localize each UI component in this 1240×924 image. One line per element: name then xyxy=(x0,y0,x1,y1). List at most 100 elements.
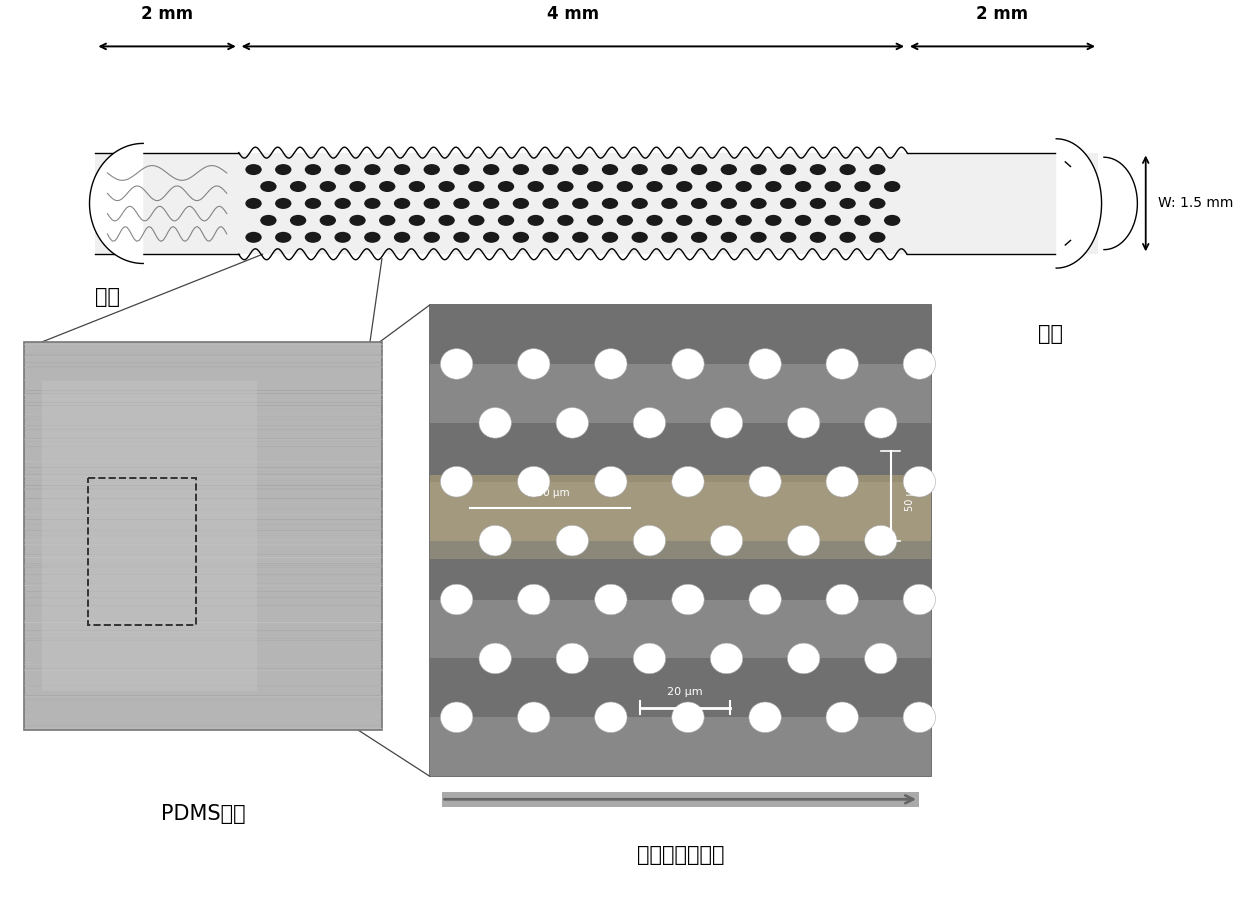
Ellipse shape xyxy=(379,181,396,192)
Ellipse shape xyxy=(572,198,589,209)
Ellipse shape xyxy=(305,164,321,175)
Ellipse shape xyxy=(691,198,707,209)
Ellipse shape xyxy=(557,215,574,225)
Ellipse shape xyxy=(587,181,604,192)
Ellipse shape xyxy=(595,467,627,497)
Ellipse shape xyxy=(720,232,737,243)
Ellipse shape xyxy=(320,181,336,192)
Ellipse shape xyxy=(394,164,410,175)
Ellipse shape xyxy=(672,702,704,733)
Ellipse shape xyxy=(884,215,900,225)
Ellipse shape xyxy=(765,181,781,192)
Ellipse shape xyxy=(335,198,351,209)
Ellipse shape xyxy=(826,348,858,379)
Ellipse shape xyxy=(440,702,472,733)
Ellipse shape xyxy=(587,215,604,225)
Ellipse shape xyxy=(634,526,666,556)
Ellipse shape xyxy=(479,526,511,556)
Text: 50 μm: 50 μm xyxy=(905,480,915,512)
Ellipse shape xyxy=(672,584,704,614)
Ellipse shape xyxy=(661,198,677,209)
Ellipse shape xyxy=(672,348,704,379)
Bar xyxy=(42,381,257,691)
Ellipse shape xyxy=(484,164,500,175)
Ellipse shape xyxy=(320,215,336,225)
Ellipse shape xyxy=(854,181,870,192)
Ellipse shape xyxy=(365,164,381,175)
Ellipse shape xyxy=(305,198,321,209)
Text: 4 mm: 4 mm xyxy=(547,6,599,23)
Ellipse shape xyxy=(750,198,766,209)
Ellipse shape xyxy=(749,702,781,733)
Ellipse shape xyxy=(601,164,619,175)
Ellipse shape xyxy=(825,181,841,192)
Ellipse shape xyxy=(720,198,737,209)
Ellipse shape xyxy=(556,526,589,556)
Ellipse shape xyxy=(527,215,544,225)
Ellipse shape xyxy=(439,215,455,225)
Ellipse shape xyxy=(335,232,351,243)
Ellipse shape xyxy=(735,215,751,225)
Bar xyxy=(429,305,931,776)
Ellipse shape xyxy=(512,232,529,243)
Ellipse shape xyxy=(706,181,722,192)
Ellipse shape xyxy=(517,584,551,614)
Ellipse shape xyxy=(810,198,826,209)
Ellipse shape xyxy=(350,181,366,192)
Text: W: 1.5 mm: W: 1.5 mm xyxy=(1158,197,1233,211)
Ellipse shape xyxy=(634,643,666,674)
Ellipse shape xyxy=(810,164,826,175)
Bar xyxy=(429,659,931,717)
Ellipse shape xyxy=(903,702,935,733)
Ellipse shape xyxy=(365,232,381,243)
Ellipse shape xyxy=(787,407,820,438)
Polygon shape xyxy=(1104,157,1137,249)
Ellipse shape xyxy=(810,232,826,243)
Ellipse shape xyxy=(864,643,897,674)
Ellipse shape xyxy=(512,164,529,175)
Ellipse shape xyxy=(424,232,440,243)
Ellipse shape xyxy=(826,702,858,733)
Ellipse shape xyxy=(780,198,796,209)
Ellipse shape xyxy=(542,164,559,175)
Ellipse shape xyxy=(572,164,589,175)
Ellipse shape xyxy=(454,164,470,175)
Ellipse shape xyxy=(601,198,619,209)
Ellipse shape xyxy=(780,232,796,243)
Ellipse shape xyxy=(484,232,500,243)
Ellipse shape xyxy=(903,467,935,497)
Ellipse shape xyxy=(839,164,856,175)
Ellipse shape xyxy=(542,198,559,209)
Ellipse shape xyxy=(903,584,935,614)
Text: 入口: 入口 xyxy=(95,286,120,307)
Ellipse shape xyxy=(246,164,262,175)
Ellipse shape xyxy=(440,467,472,497)
Ellipse shape xyxy=(454,232,470,243)
Bar xyxy=(429,305,931,364)
Bar xyxy=(429,423,931,481)
Ellipse shape xyxy=(711,643,743,674)
Ellipse shape xyxy=(720,164,737,175)
Ellipse shape xyxy=(350,215,366,225)
Ellipse shape xyxy=(676,215,692,225)
Bar xyxy=(441,792,919,807)
Ellipse shape xyxy=(825,215,841,225)
Ellipse shape xyxy=(839,198,856,209)
Bar xyxy=(88,478,196,626)
Ellipse shape xyxy=(646,215,662,225)
Ellipse shape xyxy=(691,232,707,243)
Bar xyxy=(429,475,931,541)
Ellipse shape xyxy=(517,467,551,497)
Ellipse shape xyxy=(672,467,704,497)
Ellipse shape xyxy=(469,215,485,225)
Ellipse shape xyxy=(439,181,455,192)
Ellipse shape xyxy=(479,407,511,438)
Ellipse shape xyxy=(409,215,425,225)
Bar xyxy=(24,342,382,730)
Ellipse shape xyxy=(864,407,897,438)
Ellipse shape xyxy=(884,181,900,192)
Ellipse shape xyxy=(780,164,796,175)
Bar xyxy=(429,541,931,559)
Bar xyxy=(429,364,931,423)
Ellipse shape xyxy=(661,232,677,243)
